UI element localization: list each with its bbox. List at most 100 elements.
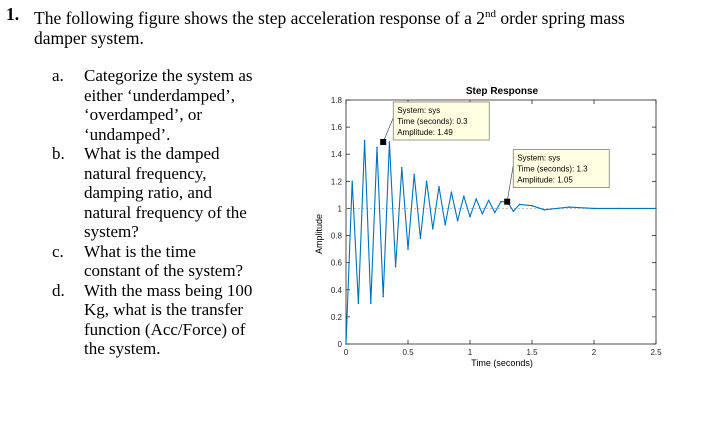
data-point (363, 139, 366, 142)
data-point (432, 227, 434, 230)
data-point (388, 141, 391, 143)
datatip-text: Amplitude: 1.05 (517, 176, 573, 185)
x-tick-label: 2 (592, 348, 597, 357)
data-point (345, 343, 347, 345)
data-point (394, 265, 397, 268)
part-b-line: damping ratio, and (84, 183, 212, 202)
data-point (419, 237, 422, 240)
data-point (568, 206, 570, 208)
question-line1-pre: The following figure shows the step acce… (34, 7, 485, 28)
y-tick-label: 0.4 (331, 286, 343, 295)
part-b: b. What is the damped natural frequency,… (52, 144, 292, 242)
data-point (425, 180, 428, 183)
part-letter: c. (52, 241, 64, 261)
part-b-line: natural frequency of the (84, 202, 247, 222)
y-axis-label: Amplitude (314, 214, 324, 254)
data-point (543, 209, 546, 211)
part-d-line: the system. (84, 339, 161, 358)
y-tick-label: 1.4 (331, 150, 343, 159)
step-response-plot: Step Response Time (seconds) Amplitude 0… (314, 86, 662, 368)
part-c: c. What is the time constant of the syst… (52, 242, 292, 281)
data-point (475, 198, 477, 200)
part-a-line: Categorize the system as (84, 66, 253, 85)
data-point (500, 200, 502, 203)
data-point (357, 302, 360, 305)
part-c-line: What is the time (84, 241, 196, 261)
data-point (531, 204, 533, 207)
part-a-line: ‘undamped’. (84, 124, 171, 144)
question-number: 1. (6, 4, 20, 24)
datatip-text: Time (seconds): 1.3 (517, 165, 588, 174)
data-point (401, 166, 403, 169)
data-point (512, 210, 515, 212)
part-letter: a. (52, 66, 64, 85)
part-a-line: either ‘underdamped’, (84, 85, 236, 105)
part-d-line: function (Acc/Force) of (84, 319, 246, 339)
chart-title: Step Response (466, 86, 539, 97)
part-letter: d. (52, 280, 65, 300)
x-tick-label: 1.5 (526, 348, 538, 357)
datatip-text: Amplitude: 1.49 (397, 128, 453, 137)
x-tick-label: 1 (468, 348, 473, 357)
datatip-box (392, 101, 490, 141)
data-point (618, 207, 620, 210)
data-point (450, 191, 453, 193)
part-d-line: With the mass being 100 (84, 280, 253, 300)
part-a: a. Categorize the system as either ‘unde… (52, 66, 292, 144)
x-tick-label: 0 (344, 348, 349, 357)
datatip-text: Time (seconds): 0.3 (397, 117, 468, 126)
datatip-marker (504, 198, 511, 205)
question-superscript: nd (484, 8, 496, 20)
part-c-line: constant of the system? (84, 261, 244, 280)
data-point (487, 199, 490, 202)
data-point (456, 219, 459, 222)
part-b-line: natural frequency, (84, 163, 207, 183)
data-point (370, 302, 372, 305)
part-d: d. With the mass being 100 Kg, what is t… (52, 281, 292, 359)
data-point (481, 213, 484, 215)
part-a-line: ‘overdamped’, or (84, 105, 203, 124)
question-line2: damper system. (34, 27, 144, 48)
part-b-line: What is the damped (84, 144, 220, 163)
datatip: System: sys Time (seconds): 1.3 Amplitude:… (504, 149, 610, 205)
data-point (494, 211, 496, 214)
y-tick-label: 1.6 (331, 123, 343, 132)
step-response-figure: Step Response Time (seconds) Amplitude 0… (300, 82, 700, 382)
datatip-box (512, 149, 610, 188)
data-point (444, 223, 446, 226)
part-d-line: Kg, what is the transfer (84, 300, 244, 319)
datatip-text: System: sys (517, 154, 560, 163)
data-point (469, 215, 471, 218)
datatip-pointer (382, 117, 394, 143)
y-tick-label: 0.6 (331, 259, 343, 268)
data-point (463, 195, 465, 198)
data-point (351, 180, 353, 183)
datatip: System: sys Time (seconds): 0.3 Amplitude:… (380, 101, 490, 146)
data-point (407, 248, 409, 250)
data-point (376, 146, 378, 149)
plot-area-frame (345, 99, 657, 345)
y-tick-label: 0 (338, 340, 343, 349)
question-line1-post: order spring mass (495, 7, 625, 28)
x-axis-label: Time (seconds) (471, 358, 533, 368)
datatip-pointer (506, 165, 514, 202)
data-point (413, 173, 415, 176)
x-tick-label: 2.5 (650, 348, 662, 357)
y-tick-label: 1.2 (331, 177, 343, 186)
data-point (382, 295, 384, 298)
data-point (655, 207, 657, 210)
part-b-line: system? (84, 222, 139, 241)
question-parts: a. Categorize the system as either ‘unde… (52, 66, 292, 359)
part-letter: b. (52, 144, 65, 163)
y-tick-label: 1.8 (331, 96, 343, 105)
question-text: The following figure shows the step acce… (34, 4, 694, 48)
y-tick-label: 1 (338, 204, 343, 213)
datatip-text: System: sys (397, 106, 440, 115)
x-tick-label: 0.5 (402, 348, 414, 357)
y-tick-label: 0.8 (331, 232, 343, 241)
y-tick-label: 0.2 (331, 313, 343, 322)
datatip-marker (380, 139, 387, 146)
data-point (593, 207, 595, 210)
data-point (438, 185, 440, 188)
data-point (518, 203, 521, 206)
